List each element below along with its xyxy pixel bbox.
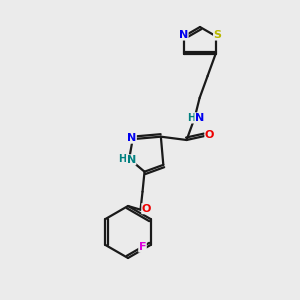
Text: N: N — [127, 133, 136, 143]
Text: N: N — [179, 30, 188, 40]
Text: S: S — [214, 30, 222, 40]
Text: N: N — [195, 113, 204, 123]
Text: O: O — [142, 204, 151, 214]
Text: O: O — [205, 130, 214, 140]
Text: N: N — [127, 155, 136, 165]
Text: F: F — [139, 242, 146, 252]
Text: H: H — [118, 154, 126, 164]
Text: H: H — [188, 113, 196, 123]
